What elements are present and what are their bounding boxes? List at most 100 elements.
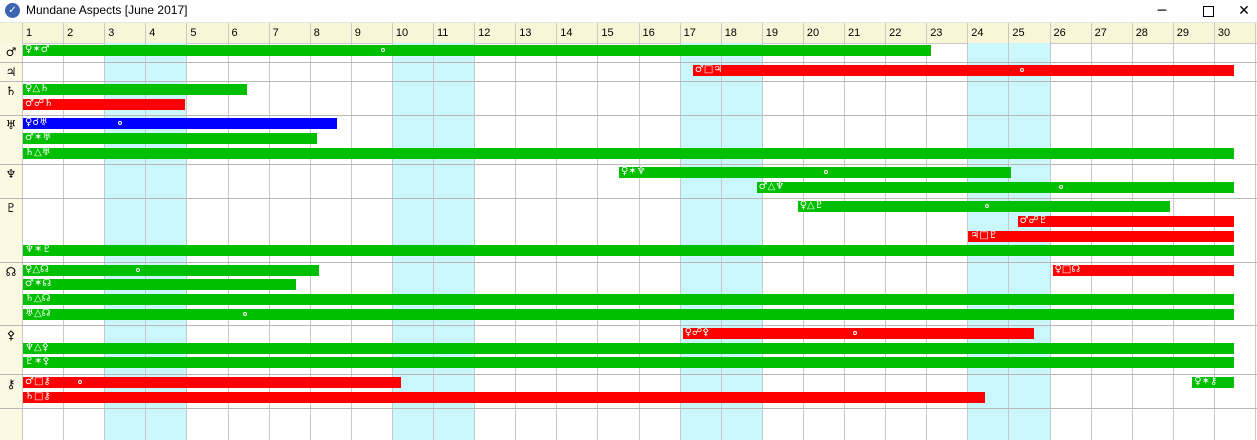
aspect-bar[interactable]: ♇✶⚴: [23, 356, 1234, 369]
day-label-22: 22: [889, 27, 902, 39]
aspect-label: ♆✶♇: [25, 244, 52, 256]
aspect-bar[interactable]: ♄□⚷: [23, 390, 985, 403]
aspect-label: ♀✶⚷: [1194, 376, 1218, 387]
aspect-timeline-grid[interactable]: 1 2 3 4 5 6 7 8 9 10 11 12 13 14 15 16 17 18 19 20 21 22 23 24 2…: [0, 23, 1257, 440]
title-bar: ✓ Mundane Aspects [June 2017] ─ ✕: [0, 0, 1257, 23]
aspect-bar[interactable]: ♂△♆: [756, 180, 1234, 193]
day-label-24: 24: [971, 27, 984, 39]
planet-jupiter-label: ♃: [5, 64, 17, 79]
aspect-label: ♂✶☊: [25, 278, 52, 290]
aspect-label: ♀□☊: [1054, 263, 1081, 275]
aspect-label: ♀☍⚴: [684, 327, 710, 339]
aspect-bar[interactable]: ♅△☊: [23, 307, 1234, 320]
aspect-bar[interactable]: ♂□⚷: [23, 376, 402, 388]
window-title: Mundane Aspects [June 2017]: [26, 3, 188, 17]
app-logo-icon: ✓: [5, 3, 20, 18]
day-gridline: [679, 23, 681, 440]
day-gridline: [802, 23, 804, 440]
exact-aspect-marker-icon: [78, 380, 83, 384]
planet-column: [0, 43, 22, 440]
day-gridline: [926, 23, 928, 440]
aspect-bar[interactable]: ♀✶⚷: [1192, 376, 1234, 388]
aspect-bar[interactable]: ♂☍♇: [1017, 215, 1234, 227]
aspect-bar[interactable]: ♂✶☊: [23, 278, 297, 291]
aspect-bar[interactable]: ♂☍♄: [23, 97, 186, 110]
day-gridline: [145, 23, 147, 440]
day-gridline: [1255, 23, 1256, 440]
aspect-bar[interactable]: ♆✶♇: [23, 244, 1234, 257]
weekend-shade-10: [392, 43, 434, 440]
day-label-2: 2: [67, 27, 74, 39]
day-gridline: [63, 23, 65, 440]
aspect-bar[interactable]: ♀☌♅: [23, 117, 338, 130]
day-gridline: [104, 23, 106, 440]
aspect-bar[interactable]: ♀□☊: [1052, 263, 1254, 276]
planet-uranus-label: ♅: [5, 118, 17, 133]
aspect-bar[interactable]: ♆△⚴: [23, 342, 1234, 354]
day-label-21: 21: [848, 27, 861, 39]
weekend-shade-17: [680, 43, 722, 440]
day-label-12: 12: [478, 27, 491, 39]
day-label-5: 5: [190, 27, 197, 39]
planet-mars-label: ♂: [5, 45, 17, 59]
weekend-shade-11: [434, 43, 476, 440]
aspect-label: ♄△☊: [25, 293, 51, 304]
aspect-label: ♀△♇: [799, 200, 824, 212]
aspect-label: ♀✶♆: [620, 166, 646, 178]
exact-aspect-marker-icon: [242, 311, 247, 316]
aspect-label: ♀☌♅: [25, 117, 49, 129]
aspect-bar[interactable]: ♂✶♅: [23, 132, 317, 144]
planet-row-divider: [0, 408, 1257, 410]
day-gridline: [720, 23, 722, 440]
aspect-bar[interactable]: ♀☍⚴: [682, 327, 1035, 340]
aspect-bar[interactable]: ♀✶♂: [23, 44, 932, 56]
planet-neptune-label: ♆: [5, 167, 17, 182]
aspect-label: ♂☍♇: [1019, 215, 1048, 226]
aspect-label: ♄□⚷: [25, 390, 51, 402]
planet-row-divider: [0, 81, 1257, 83]
exact-aspect-marker-icon: [853, 331, 858, 336]
aspect-label: ♂✶♅: [25, 132, 52, 143]
aspect-label: ♂□⚷: [25, 376, 51, 387]
aspect-bar[interactable]: ♄△♅: [23, 147, 1234, 159]
exact-aspect-marker-icon: [824, 170, 829, 175]
aspect-bar[interactable]: ♀✶♆: [618, 166, 1012, 179]
planet-pallas-label: ⚴: [6, 328, 16, 343]
planet-row-divider: [0, 325, 1257, 327]
exact-aspect-marker-icon: [117, 121, 122, 126]
day-label-13: 13: [519, 27, 532, 39]
day-label-25: 25: [1012, 27, 1025, 39]
exact-aspect-marker-icon: [984, 204, 989, 209]
aspect-label: ♂△♆: [758, 180, 785, 192]
aspect-bar[interactable]: ♀△♄: [23, 83, 247, 96]
aspect-label: ♅△☊: [25, 307, 51, 319]
aspect-bar[interactable]: ♂□♃: [692, 64, 1234, 76]
day-label-29: 29: [1176, 27, 1190, 39]
aspect-label: ♀✶♂: [25, 44, 50, 55]
day-label-9: 9: [354, 27, 361, 39]
planet-row-divider: [0, 115, 1257, 117]
aspect-bar[interactable]: ♄△☊: [23, 293, 1234, 305]
day-label-30: 30: [1217, 27, 1231, 39]
exact-aspect-marker-icon: [1058, 184, 1063, 189]
aspect-bar[interactable]: ♀△♇: [797, 200, 1170, 213]
aspect-label: ♀△♄: [25, 83, 49, 95]
maximize-icon: [1202, 5, 1214, 17]
minimize-button[interactable]: ─: [1157, 3, 1167, 19]
aspect-label: ♃□♇: [970, 229, 998, 241]
day-label-1: 1: [26, 27, 33, 39]
planet-row-divider: [0, 261, 1257, 263]
exact-aspect-marker-icon: [1019, 67, 1024, 72]
planet-pluto-label: ♇: [5, 201, 17, 216]
day-label-8: 8: [313, 27, 320, 39]
day-gridline: [22, 23, 23, 440]
aspect-label: ♂☍♄: [25, 97, 54, 109]
day-gridline: [227, 23, 229, 440]
close-button[interactable]: ✕: [1238, 3, 1250, 19]
day-label-16: 16: [642, 27, 655, 39]
aspect-bar[interactable]: ♀△☊: [23, 264, 319, 276]
aspect-bar[interactable]: ♃□♇: [968, 229, 1234, 242]
day-gridline: [186, 23, 188, 440]
maximize-button[interactable]: [1185, 0, 1231, 22]
day-label-10: 10: [395, 27, 409, 39]
